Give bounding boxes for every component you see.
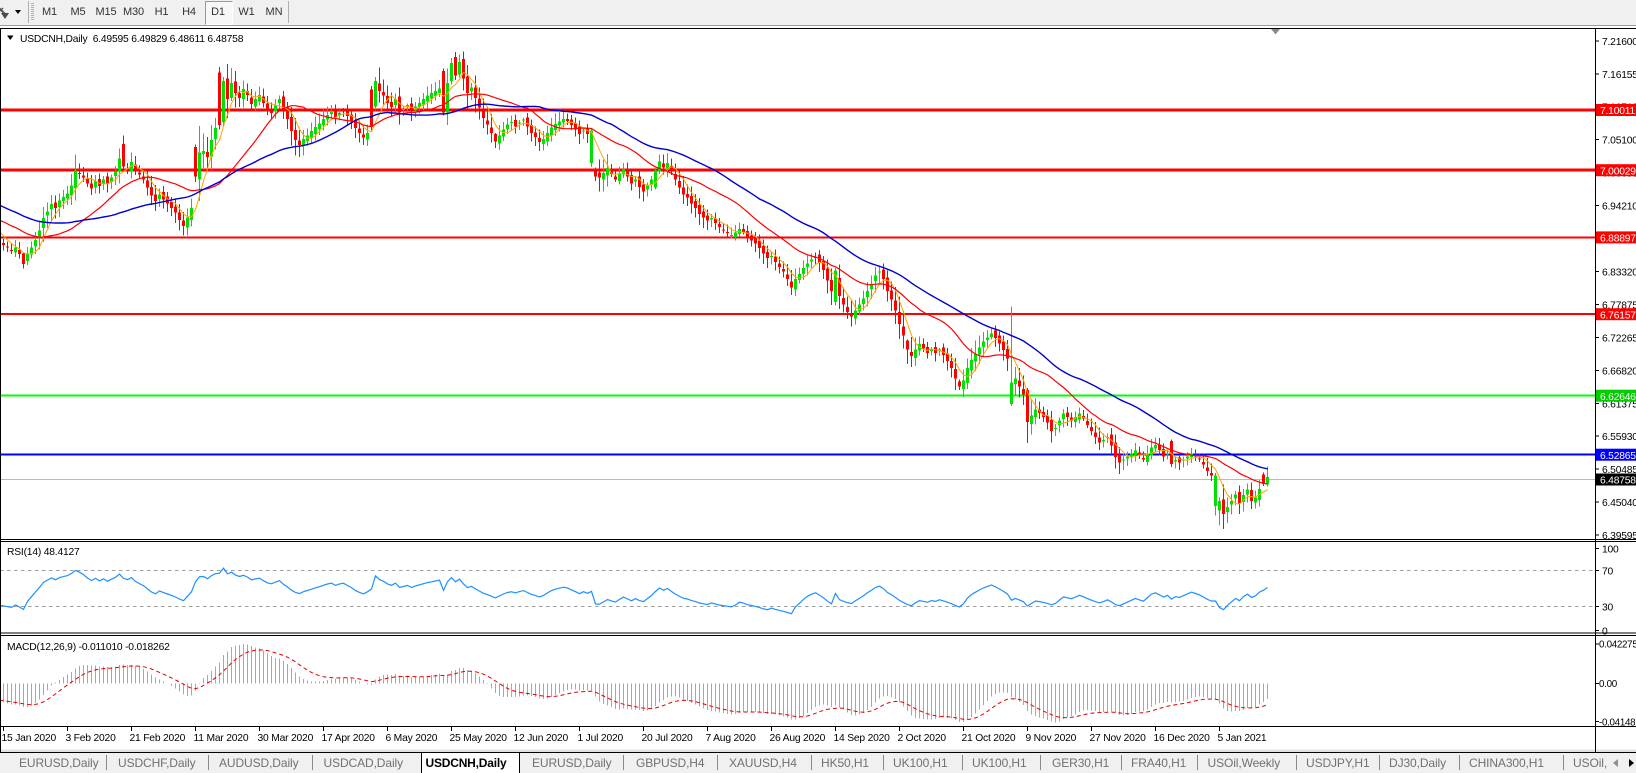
- svg-text:1 Jul 2020: 1 Jul 2020: [578, 733, 624, 744]
- svg-text:7.10011: 7.10011: [1600, 106, 1636, 117]
- svg-text:6.45040: 6.45040: [1602, 498, 1636, 509]
- svg-text:16 Dec 2020: 16 Dec 2020: [1154, 733, 1211, 744]
- svg-text:6.94210: 6.94210: [1602, 202, 1636, 213]
- svg-text:7 Aug 2020: 7 Aug 2020: [706, 733, 757, 744]
- svg-text:6.39595: 6.39595: [1602, 531, 1636, 542]
- svg-text:70: 70: [1602, 566, 1614, 577]
- svg-text:6.72265: 6.72265: [1602, 333, 1636, 344]
- svg-text:6.48758: 6.48758: [1600, 476, 1636, 487]
- svg-text:MACD(12,26,9) -0.011010 -0.018: MACD(12,26,9) -0.011010 -0.018262: [7, 642, 170, 653]
- svg-text:21 Feb 2020: 21 Feb 2020: [130, 733, 186, 744]
- svg-text:26 Aug 2020: 26 Aug 2020: [770, 733, 826, 744]
- svg-text:6.83320: 6.83320: [1602, 268, 1636, 279]
- svg-text:7.05100: 7.05100: [1602, 136, 1636, 147]
- svg-text:7.16155: 7.16155: [1602, 70, 1636, 81]
- svg-text:-0.04148: -0.04148: [1599, 717, 1636, 728]
- svg-text:6 May 2020: 6 May 2020: [386, 733, 438, 744]
- svg-text:6.66820: 6.66820: [1602, 366, 1636, 377]
- svg-text:11 Mar 2020: 11 Mar 2020: [194, 733, 249, 744]
- svg-text:5 Jan 2021: 5 Jan 2021: [1218, 733, 1267, 744]
- svg-text:30 Mar 2020: 30 Mar 2020: [258, 733, 314, 744]
- svg-text:9 Nov 2020: 9 Nov 2020: [1026, 733, 1077, 744]
- svg-text:25 May 2020: 25 May 2020: [450, 733, 508, 744]
- svg-text:6.76157: 6.76157: [1600, 310, 1636, 321]
- svg-text:30: 30: [1602, 602, 1614, 613]
- svg-text:0: 0: [1602, 627, 1608, 638]
- svg-text:100: 100: [1602, 545, 1619, 556]
- svg-text:7.21600: 7.21600: [1602, 37, 1636, 48]
- svg-text:6.52865: 6.52865: [1600, 451, 1636, 462]
- svg-text:21 Oct 2020: 21 Oct 2020: [962, 733, 1016, 744]
- svg-text:17 Apr 2020: 17 Apr 2020: [322, 733, 376, 744]
- svg-text:6.55930: 6.55930: [1602, 432, 1636, 443]
- svg-text:0.042275: 0.042275: [1599, 640, 1636, 651]
- svg-text:6.62646: 6.62646: [1600, 392, 1636, 403]
- svg-text:7.00029: 7.00029: [1600, 166, 1636, 177]
- svg-text:6.50485: 6.50485: [1602, 465, 1636, 476]
- svg-text:2 Oct 2020: 2 Oct 2020: [898, 733, 947, 744]
- svg-text:27 Nov 2020: 27 Nov 2020: [1090, 733, 1147, 744]
- svg-text:14 Sep 2020: 14 Sep 2020: [834, 733, 891, 744]
- svg-text:20 Jul 2020: 20 Jul 2020: [642, 733, 694, 744]
- svg-text:6.61375: 6.61375: [1602, 399, 1636, 410]
- svg-text:USDCNH,Daily 6.49595 6.49829: USDCNH,Daily 6.49595 6.49829 6.48611 6.4…: [20, 34, 244, 45]
- svg-text:RSI(14) 48.4127: RSI(14) 48.4127: [7, 547, 80, 558]
- svg-text:6.77875: 6.77875: [1602, 300, 1636, 311]
- svg-text:15 Jan 2020: 15 Jan 2020: [2, 733, 57, 744]
- svg-text:12 Jun 2020: 12 Jun 2020: [514, 733, 569, 744]
- svg-text:0.00: 0.00: [1599, 679, 1618, 690]
- svg-text:3 Feb 2020: 3 Feb 2020: [66, 733, 117, 744]
- svg-text:6.88897: 6.88897: [1600, 234, 1636, 245]
